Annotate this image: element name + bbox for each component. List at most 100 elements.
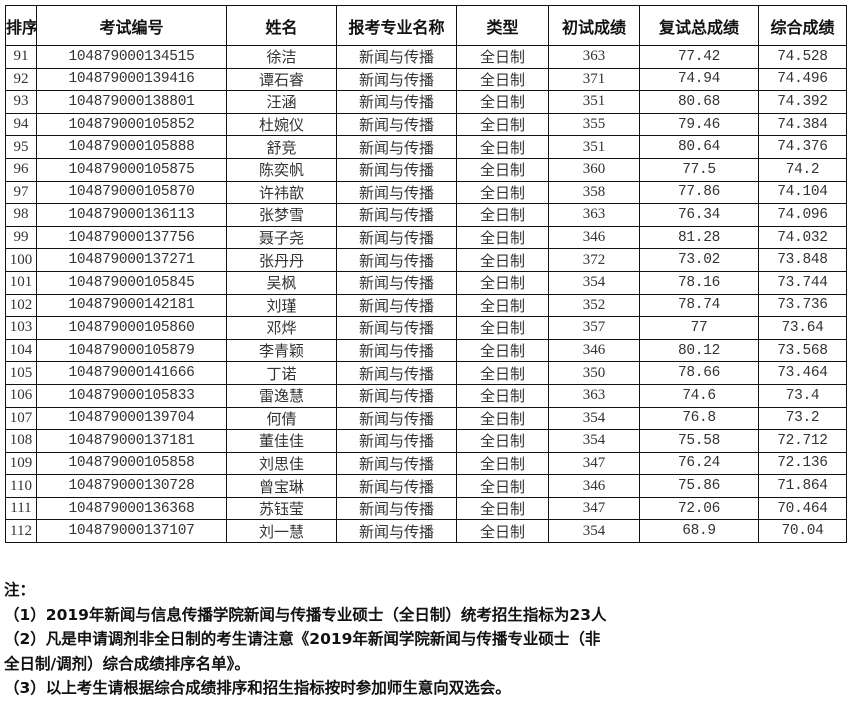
cell-major: 新闻与传播 <box>336 293 457 318</box>
cell-major: 新闻与传播 <box>336 67 457 92</box>
cell-total-score: 73.848 <box>758 248 847 272</box>
cell-name: 何倩 <box>226 406 337 431</box>
table-row: 107 104879000139704 何倩 新闻与传播 全日制 354 76.8 73.2 <box>5 406 847 431</box>
cell-exam-id: 104879000105833 <box>36 383 227 408</box>
cell-major: 新闻与传播 <box>336 180 457 205</box>
cell-initial-score: 347 <box>548 496 640 521</box>
cell-major: 新闻与传播 <box>336 383 457 408</box>
cell-total-score: 73.744 <box>758 270 847 295</box>
notes-title: 注： <box>4 581 36 599</box>
cell-major: 新闻与传播 <box>336 203 457 227</box>
cell-rank: 107 <box>5 406 37 431</box>
cell-name: 邓烨 <box>226 316 337 340</box>
cell-initial-score: 360 <box>548 157 640 182</box>
cell-retest-score: 68.9 <box>639 519 759 544</box>
header-rank: 排序 <box>5 5 37 46</box>
cell-exam-id: 104879000105860 <box>36 316 227 340</box>
cell-name: 吴枫 <box>226 270 337 295</box>
cell-total-score: 73.464 <box>758 361 847 385</box>
cell-total-score: 70.04 <box>758 519 847 544</box>
cell-name: 张梦雪 <box>226 203 337 227</box>
cell-retest-score: 77.86 <box>639 180 759 205</box>
cell-type: 全日制 <box>456 112 549 137</box>
table-row: 99 104879000137756 聂子尧 新闻与传播 全日制 346 81.28 74.0… <box>5 225 847 250</box>
cell-type: 全日制 <box>456 203 549 227</box>
cell-initial-score: 357 <box>548 316 640 340</box>
cell-rank: 98 <box>5 203 37 227</box>
cell-total-score: 74.032 <box>758 225 847 250</box>
cell-rank: 92 <box>5 67 37 92</box>
cell-initial-score: 351 <box>548 90 640 114</box>
cell-initial-score: 354 <box>548 406 640 431</box>
cell-major: 新闻与传播 <box>336 474 457 498</box>
cell-rank: 97 <box>5 180 37 205</box>
cell-retest-score: 80.64 <box>639 135 759 159</box>
cell-exam-id: 104879000105888 <box>36 135 227 159</box>
cell-major: 新闻与传播 <box>336 45 457 69</box>
cell-retest-score: 76.8 <box>639 406 759 431</box>
table-row: 98 104879000136113 张梦雪 新闻与传播 全日制 363 76.34 74.0… <box>5 203 847 227</box>
cell-type: 全日制 <box>456 338 549 363</box>
note-line-2: （2）凡是申请调剂非全日制的考生请注意《2019年新闻学院新闻与传播专业硕士（非 <box>4 630 601 648</box>
cell-exam-id: 104879000137271 <box>36 248 227 272</box>
cell-total-score: 73.64 <box>758 316 847 340</box>
cell-initial-score: 350 <box>548 361 640 385</box>
cell-rank: 105 <box>5 361 37 385</box>
cell-total-score: 74.2 <box>758 157 847 182</box>
cell-retest-score: 77 <box>639 316 759 340</box>
cell-type: 全日制 <box>456 67 549 92</box>
cell-exam-id: 104879000141666 <box>36 361 227 385</box>
table-row: 109 104879000105858 刘思佳 新闻与传播 全日制 347 76.24 72.… <box>5 451 847 476</box>
cell-retest-score: 80.12 <box>639 338 759 363</box>
table-row: 111 104879000136368 苏钰莹 新闻与传播 全日制 347 72.06 70.… <box>5 496 847 521</box>
cell-initial-score: 347 <box>548 451 640 476</box>
cell-major: 新闻与传播 <box>336 225 457 250</box>
cell-type: 全日制 <box>456 519 549 544</box>
cell-name: 谭石睿 <box>226 67 337 92</box>
table-row: 100 104879000137271 张丹丹 新闻与传播 全日制 372 73.02 73.… <box>5 248 847 272</box>
cell-type: 全日制 <box>456 90 549 114</box>
cell-major: 新闻与传播 <box>336 519 457 544</box>
cell-total-score: 74.104 <box>758 180 847 205</box>
cell-rank: 110 <box>5 474 37 498</box>
cell-total-score: 72.136 <box>758 451 847 476</box>
cell-total-score: 72.712 <box>758 429 847 453</box>
cell-initial-score: 346 <box>548 225 640 250</box>
cell-retest-score: 72.06 <box>639 496 759 521</box>
cell-major: 新闻与传播 <box>336 338 457 363</box>
cell-name: 苏钰莹 <box>226 496 337 521</box>
cell-type: 全日制 <box>456 474 549 498</box>
cell-initial-score: 363 <box>548 203 640 227</box>
cell-major: 新闻与传播 <box>336 112 457 137</box>
cell-type: 全日制 <box>456 451 549 476</box>
cell-initial-score: 354 <box>548 270 640 295</box>
table-row: 97 104879000105870 许祎歆 新闻与传播 全日制 358 77.86 74.1… <box>5 180 847 205</box>
cell-name: 董佳佳 <box>226 429 337 453</box>
cell-rank: 108 <box>5 429 37 453</box>
cell-exam-id: 104879000136113 <box>36 203 227 227</box>
cell-rank: 99 <box>5 225 37 250</box>
cell-name: 聂子尧 <box>226 225 337 250</box>
cell-type: 全日制 <box>456 248 549 272</box>
cell-major: 新闻与传播 <box>336 451 457 476</box>
cell-name: 丁诺 <box>226 361 337 385</box>
note-line-3: 全日制/调剂）综合成绩排序名单》。 <box>4 654 250 673</box>
table-row: 93 104879000138801 汪涵 新闻与传播 全日制 351 80.68 74.39… <box>5 90 847 114</box>
cell-type: 全日制 <box>456 180 549 205</box>
cell-rank: 104 <box>5 338 37 363</box>
header-exam-id: 考试编号 <box>36 5 227 46</box>
cell-name: 刘瑾 <box>226 293 337 318</box>
table-row: 106 104879000105833 雷逸慧 新闻与传播 全日制 363 74.6 73.4 <box>5 383 847 408</box>
cell-rank: 103 <box>5 316 37 340</box>
cell-initial-score: 358 <box>548 180 640 205</box>
cell-type: 全日制 <box>456 135 549 159</box>
table-row: 96 104879000105875 陈奕帆 新闻与传播 全日制 360 77.5 74.2 <box>5 157 847 182</box>
cell-retest-score: 78.66 <box>639 361 759 385</box>
cell-initial-score: 346 <box>548 338 640 363</box>
cell-exam-id: 104879000105858 <box>36 451 227 476</box>
cell-initial-score: 354 <box>548 429 640 453</box>
cell-exam-id: 104879000134515 <box>36 45 227 69</box>
cell-name: 张丹丹 <box>226 248 337 272</box>
cell-name: 汪涵 <box>226 90 337 114</box>
cell-rank: 93 <box>5 90 37 114</box>
